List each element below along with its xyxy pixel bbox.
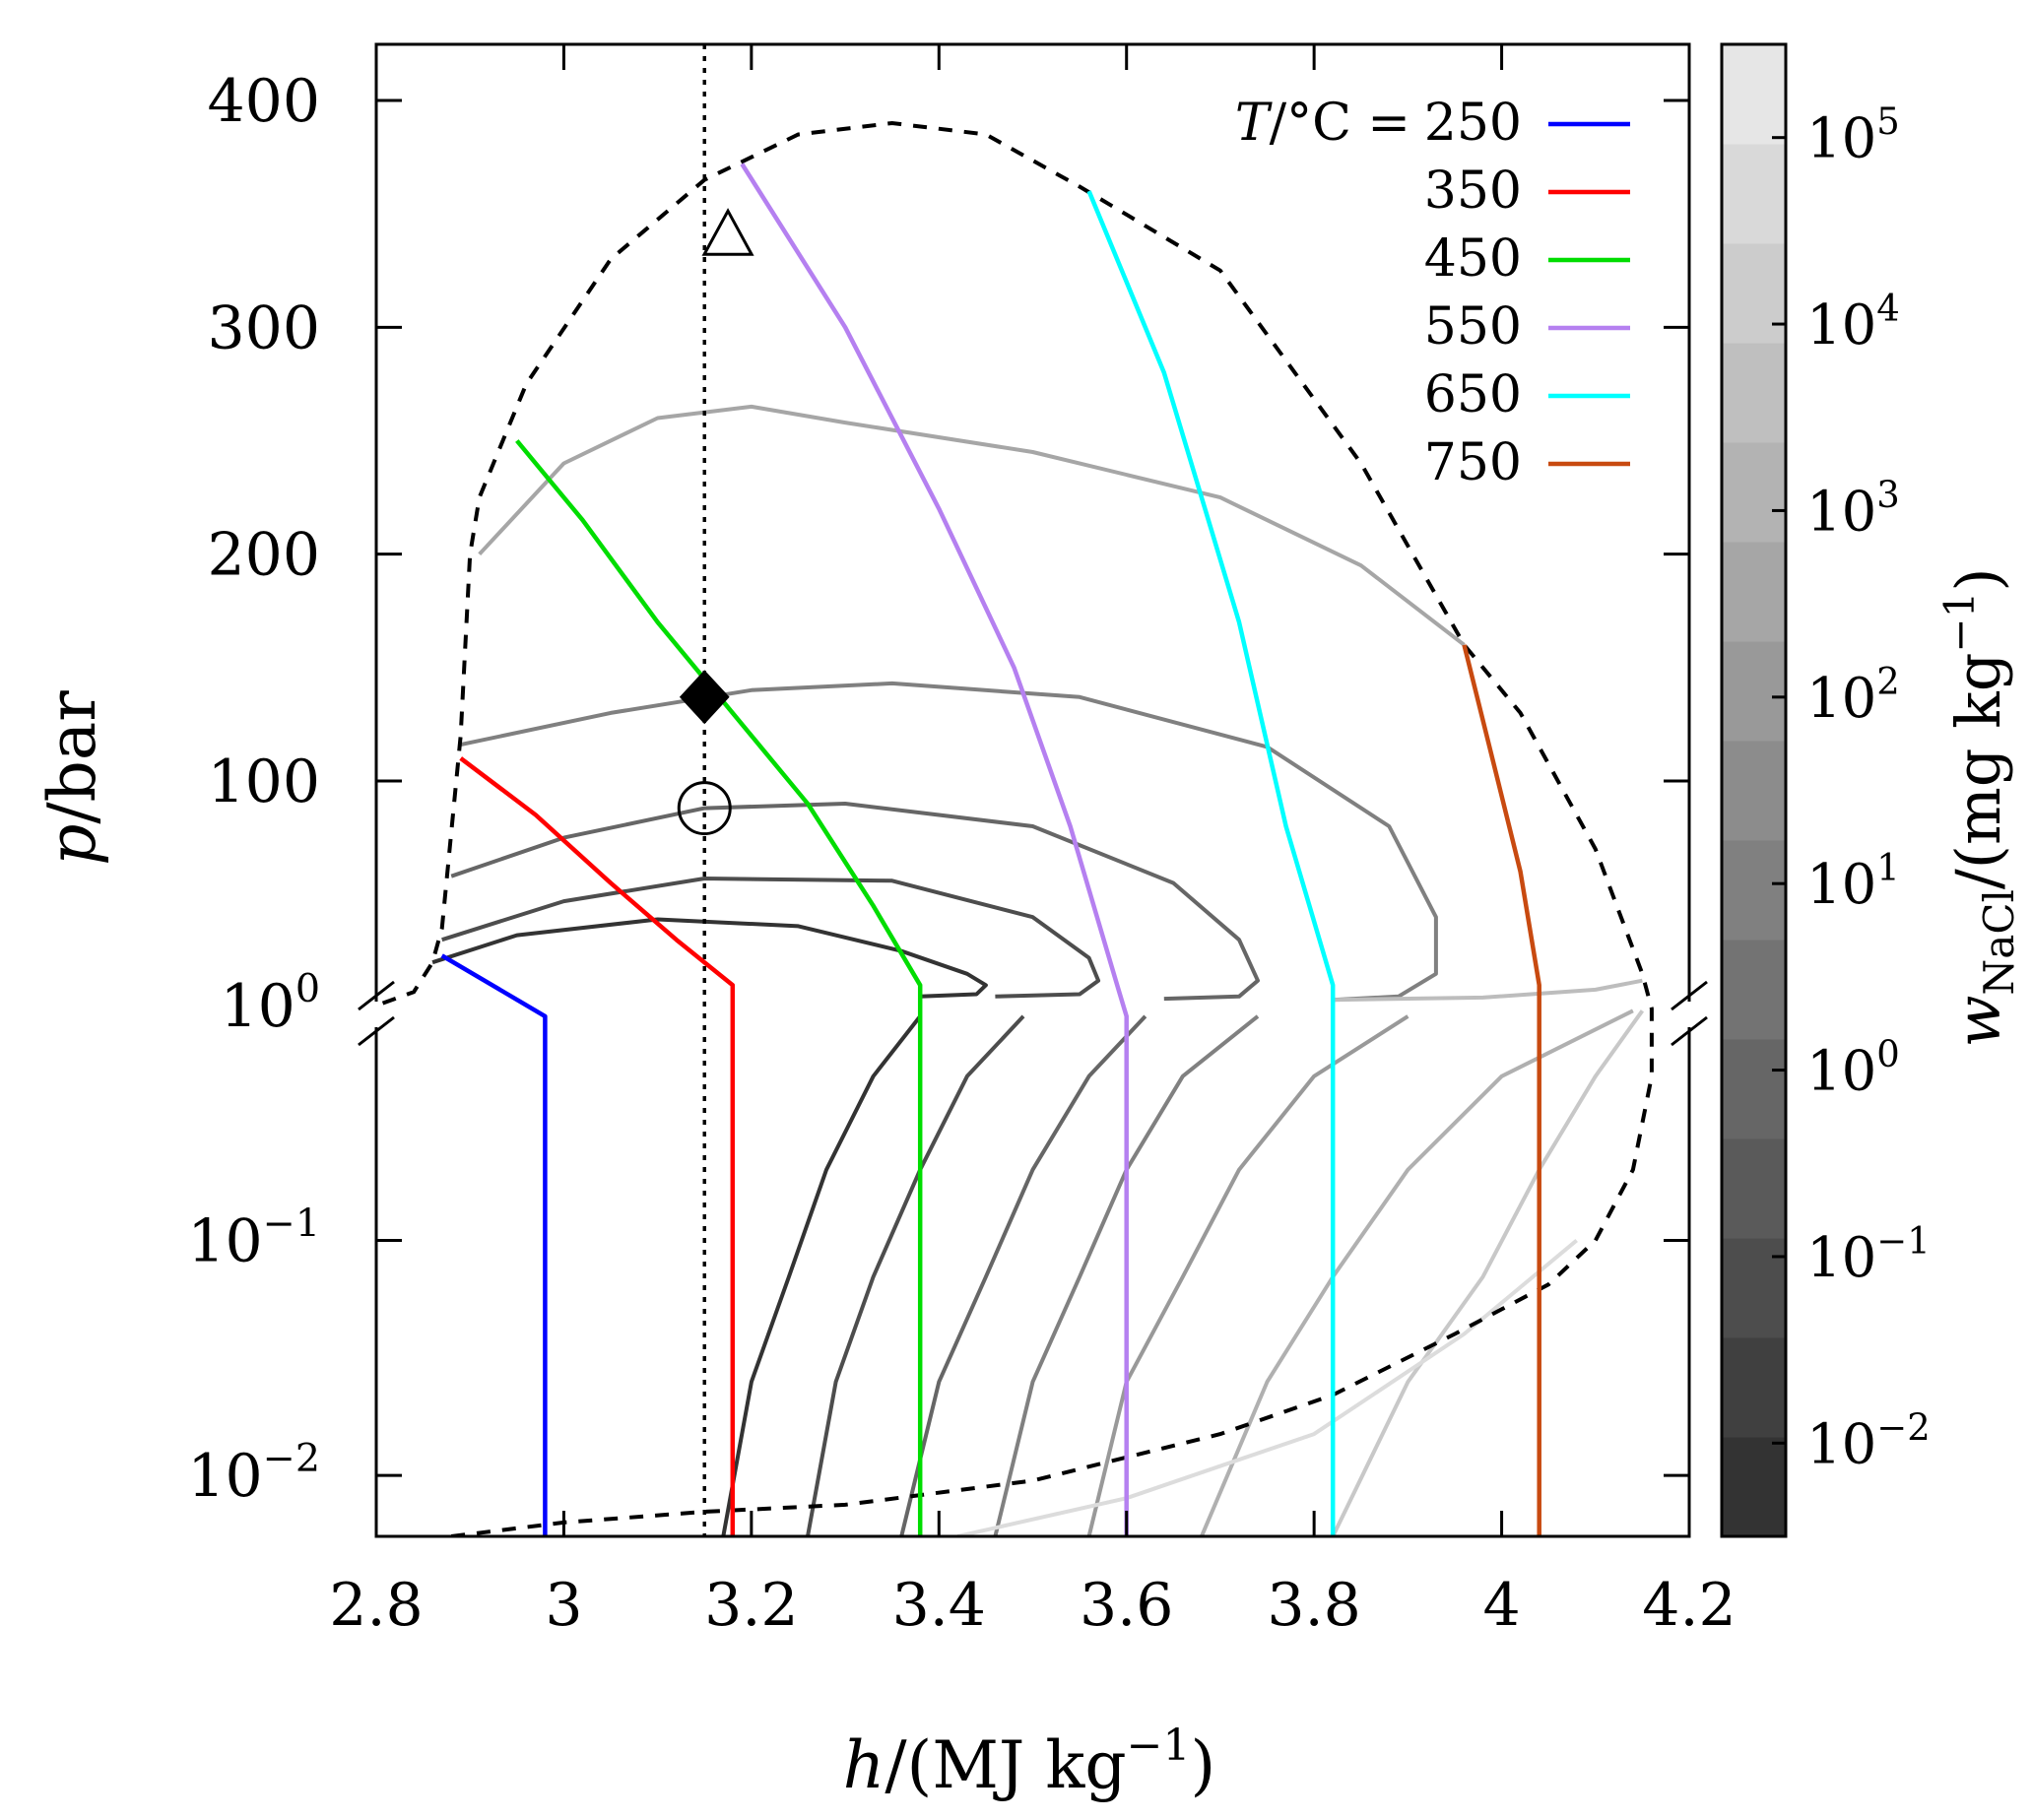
legend-prefix: T/°C = bbox=[1235, 94, 1410, 153]
y-tick-label: 10−1 bbox=[187, 1201, 320, 1275]
isotherms bbox=[440, 162, 1541, 1536]
x-tick-label: 3.4 bbox=[892, 1571, 986, 1640]
colorbar-band bbox=[1722, 542, 1786, 642]
axis-break-left-2 bbox=[358, 1015, 395, 1047]
x-axis-title: h/(MJ kg−1) bbox=[843, 1721, 1215, 1803]
isotherm-550 bbox=[740, 162, 1129, 1536]
y-tick-label: 200 bbox=[207, 521, 320, 590]
y-axis-sep: / bbox=[34, 802, 110, 824]
y-axis-title: p/bar bbox=[34, 690, 110, 866]
colorbar-tick-label: 105 bbox=[1806, 100, 1900, 171]
y-axis-symbol: p bbox=[34, 824, 110, 866]
colorbar-tick-label: 100 bbox=[1806, 1033, 1900, 1104]
colorbar-sub: NaCl bbox=[1975, 889, 2023, 995]
x-axis-exp: −1 bbox=[1127, 1721, 1191, 1771]
y-tick-label: 10−2 bbox=[187, 1436, 320, 1511]
saturation-boundary-line bbox=[376, 120, 1654, 1536]
colorbar-tick-label: 10−1 bbox=[1806, 1219, 1931, 1290]
y-axis-unit: bar bbox=[34, 690, 110, 803]
colorbar-band bbox=[1722, 343, 1786, 443]
x-axis-close: ) bbox=[1190, 1727, 1215, 1803]
legend-label-650: 650 bbox=[1424, 365, 1522, 424]
colorbar-band bbox=[1722, 1437, 1786, 1537]
contour-low-10^3 bbox=[1200, 1008, 1634, 1536]
contour-low-10^-2 bbox=[721, 1014, 922, 1536]
triangle-marker bbox=[701, 208, 754, 256]
y-tick-label: 100 bbox=[220, 966, 320, 1041]
markers bbox=[677, 208, 754, 836]
colorbar-tick-label: 103 bbox=[1806, 474, 1900, 545]
plot-frame bbox=[358, 42, 1708, 1538]
x-axis-unit: MJ kg bbox=[932, 1727, 1126, 1803]
colorbar-title: wNaCl/(mg kg−1) bbox=[1935, 567, 2023, 1047]
x-tick-label: 2.8 bbox=[329, 1571, 423, 1640]
y-tick-label: 300 bbox=[207, 293, 320, 362]
colorbar-band bbox=[1722, 1138, 1786, 1239]
colorbar-band bbox=[1722, 1337, 1786, 1438]
colorbar-band bbox=[1722, 442, 1786, 543]
salinity-contours bbox=[431, 404, 1645, 1536]
y-tick-label: 100 bbox=[207, 748, 320, 816]
isotherm-750 bbox=[1462, 644, 1541, 1536]
x-tick-label: 3.2 bbox=[704, 1571, 798, 1640]
legend: T/°C = 250 350 450 550 650 750 bbox=[1235, 94, 1630, 492]
colorbar-band bbox=[1722, 1238, 1786, 1338]
colorbar-tick-label: 10−2 bbox=[1806, 1406, 1931, 1477]
x-axis-open: /( bbox=[885, 1727, 932, 1803]
saturation-boundary bbox=[376, 120, 1654, 1536]
axis-break-right-2 bbox=[1671, 1015, 1708, 1047]
colorbar-exp: −1 bbox=[1935, 592, 1984, 653]
legend-label-750: 750 bbox=[1424, 433, 1522, 492]
colorbar-tick-label: 104 bbox=[1806, 288, 1900, 358]
colorbar-band bbox=[1722, 144, 1786, 244]
x-tick-label: 4 bbox=[1482, 1571, 1520, 1640]
axis-break-right-1 bbox=[1671, 980, 1708, 1011]
axis-break-left-1 bbox=[358, 980, 395, 1011]
legend-label-250: 250 bbox=[1424, 94, 1522, 153]
contour-10^-1 bbox=[441, 877, 1101, 999]
colorbar-band bbox=[1722, 940, 1786, 1040]
colorbar: 10−2 10−1 100 101 102 103 104 105 bbox=[1720, 42, 1931, 1538]
colorbar-band bbox=[1722, 741, 1786, 841]
colorbar-open: /( bbox=[1942, 845, 2014, 889]
x-axis-symbol: h bbox=[843, 1727, 885, 1803]
frame-upper bbox=[374, 42, 1691, 1002]
colorbar-band bbox=[1722, 641, 1786, 742]
diamond-marker bbox=[679, 670, 730, 725]
contour-10^0 bbox=[450, 802, 1260, 1002]
colorbar-close: ) bbox=[1942, 567, 2014, 591]
colorbar-unit: mg kg bbox=[1942, 653, 2014, 845]
isotherm-350 bbox=[459, 756, 736, 1536]
contour-low-10^0 bbox=[899, 1014, 1147, 1536]
colorbar-frame bbox=[1720, 42, 1788, 1538]
y-tick-label: 400 bbox=[207, 67, 320, 136]
contour-low-10^4 bbox=[1331, 1009, 1645, 1536]
legend-label-550: 550 bbox=[1424, 297, 1522, 357]
contour-low-10^2 bbox=[1086, 1014, 1409, 1536]
x-tick-label: 3 bbox=[545, 1571, 582, 1640]
circle-marker bbox=[677, 781, 732, 836]
isotherm-650 bbox=[1086, 190, 1336, 1536]
axis-ticks: 2.8 3 3.2 3.4 3.6 3.8 4 4.2 100 200 300 400 100 10−1 1… bbox=[187, 44, 1737, 1640]
colorbar-band bbox=[1722, 243, 1786, 344]
legend-label-450: 450 bbox=[1424, 229, 1522, 289]
isotherm-450 bbox=[515, 439, 923, 1536]
x-tick-label: 3.6 bbox=[1080, 1571, 1173, 1640]
isotherm-250 bbox=[440, 953, 548, 1536]
x-tick-label: 4.2 bbox=[1642, 1571, 1736, 1640]
contour-10^3 bbox=[478, 404, 1466, 647]
colorbar-band bbox=[1722, 1039, 1786, 1139]
legend-label-350: 350 bbox=[1424, 162, 1522, 221]
contour-low-10^5 bbox=[956, 1238, 1578, 1536]
colorbar-tick-label: 102 bbox=[1806, 660, 1900, 731]
colorbar-symbol: w bbox=[1942, 995, 2014, 1047]
contour-low-10^1 bbox=[993, 1014, 1260, 1536]
colorbar-band bbox=[1722, 840, 1786, 941]
contour-low-10^-1 bbox=[806, 1014, 1025, 1536]
frame-lower bbox=[374, 1027, 1691, 1538]
x-tick-label: 3.8 bbox=[1267, 1571, 1360, 1640]
colorbar-band bbox=[1722, 44, 1786, 145]
colorbar-tick-label: 101 bbox=[1806, 847, 1900, 918]
